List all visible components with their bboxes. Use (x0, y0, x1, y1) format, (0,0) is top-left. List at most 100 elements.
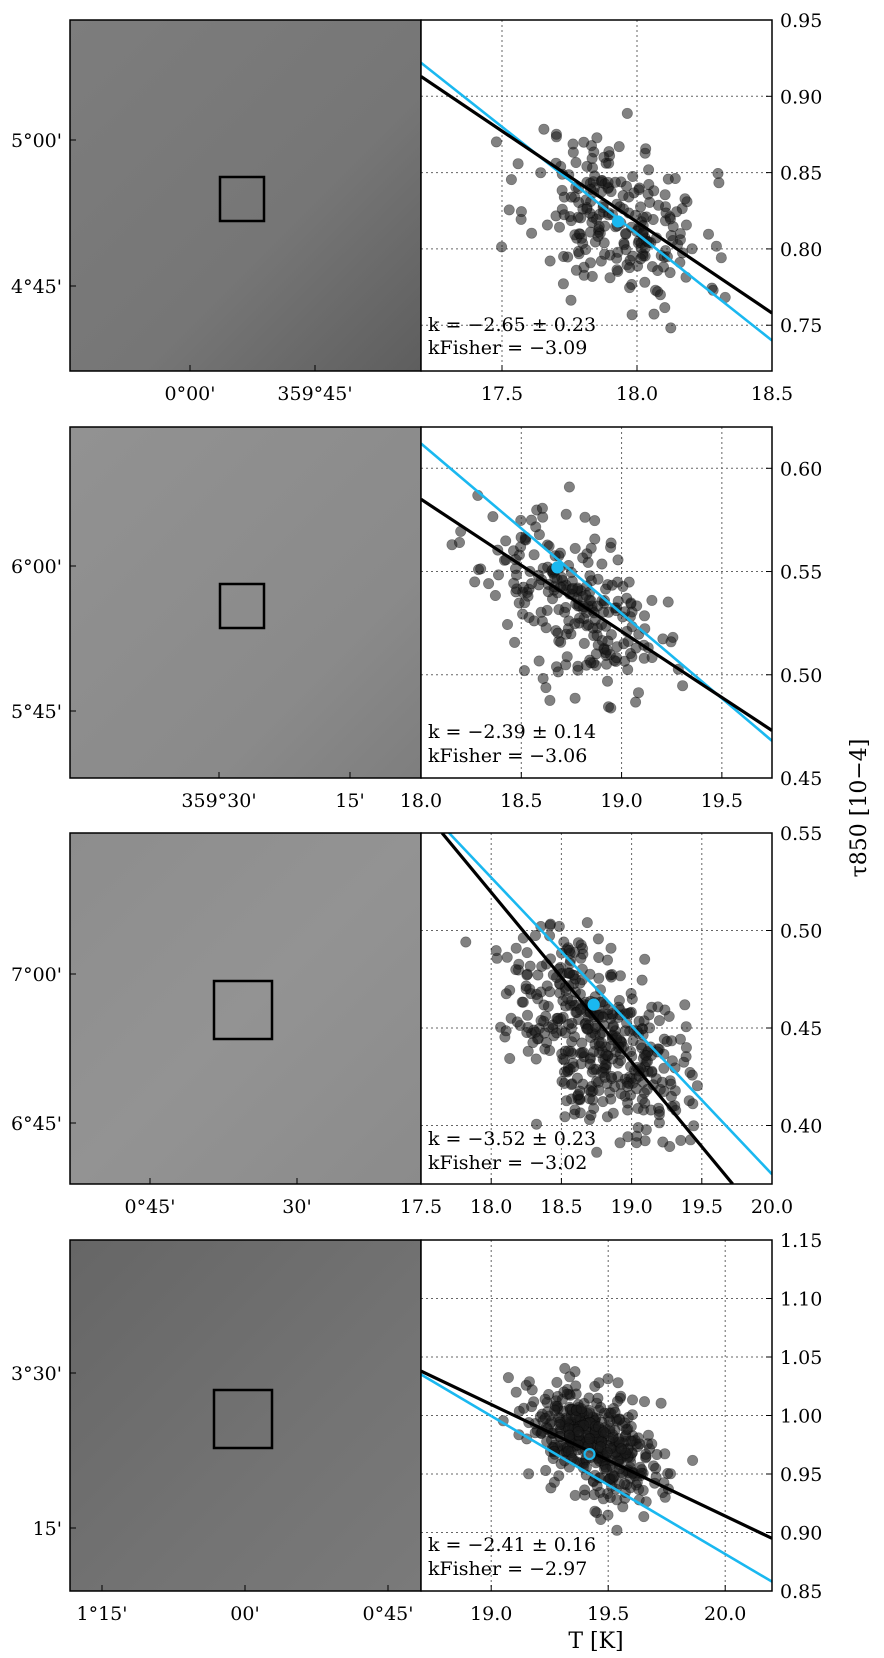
data-point (593, 972, 605, 984)
annotation-kfisher: kFisher = −2.97 (428, 1558, 587, 1580)
y-tick-label: 0.40 (780, 1116, 822, 1138)
data-point (582, 619, 594, 631)
data-point (539, 1412, 551, 1424)
data-point (572, 1089, 584, 1101)
data-point (490, 136, 502, 148)
data-point (589, 533, 601, 545)
data-point (562, 1045, 574, 1057)
data-point (634, 201, 646, 213)
data-point (521, 1009, 533, 1021)
data-point (638, 1511, 650, 1523)
data-point (659, 1491, 671, 1503)
data-point (605, 541, 617, 553)
data-point (554, 1419, 566, 1431)
data-point (533, 655, 545, 667)
data-point (631, 1476, 643, 1488)
y-tick-label: 0.50 (780, 921, 822, 943)
data-point (579, 1484, 591, 1496)
data-point (626, 309, 638, 321)
scatter-plot-2: 18.0 18.5 19.0 19.5 0.45 0.50 0.55 0.60 k = −2.… (400, 426, 822, 812)
data-point (665, 636, 677, 648)
data-point (575, 212, 587, 224)
fit-lines (440, 833, 772, 1184)
data-point (512, 158, 524, 170)
data-point (640, 1448, 652, 1460)
data-point (611, 1395, 623, 1407)
data-point (550, 131, 562, 143)
y-tick-label: 0.45 (780, 1018, 822, 1040)
data-point (691, 1080, 703, 1092)
scatter-plot-1: 17.5 18.0 18.5 0.75 0.80 0.85 0.90 0.95 k = −2.… (420, 10, 822, 405)
data-point (561, 1388, 573, 1400)
data-point (636, 1093, 648, 1105)
data-point (515, 514, 527, 526)
data-point (501, 618, 513, 630)
data-point (595, 1402, 607, 1414)
data-point (559, 1111, 571, 1123)
data-point (611, 641, 623, 653)
data-point (604, 150, 616, 162)
data-point (643, 164, 655, 176)
data-point (680, 219, 692, 231)
data-point (633, 184, 645, 196)
x-tick-label: 17.5 (400, 1196, 442, 1218)
data-point (567, 138, 579, 150)
data-point (666, 1035, 678, 1047)
map-xtick-label: 0°00' (165, 383, 216, 405)
data-point (602, 1373, 614, 1385)
map-xtick-label: 359°45' (277, 383, 352, 405)
map-4: 1°15' 00' 0°45' 3°30' 15' (11, 1239, 422, 1625)
data-point (584, 1433, 596, 1445)
x-tick-label: 19.5 (681, 1196, 723, 1218)
plot-frame (420, 832, 773, 1185)
data-point (558, 209, 570, 221)
data-point (715, 252, 727, 264)
x-tick-label: 18.5 (751, 383, 793, 405)
data-point (536, 960, 548, 972)
data-point (679, 999, 691, 1011)
data-point (569, 618, 581, 630)
data-point (712, 168, 724, 180)
data-point (638, 610, 650, 622)
data-point (570, 1380, 582, 1392)
data-point (688, 1120, 700, 1132)
data-point (664, 1468, 676, 1480)
center-marker (587, 998, 600, 1011)
data-point (637, 1484, 649, 1496)
fit-lines (421, 1369, 772, 1583)
data-point (644, 1022, 656, 1034)
data-point (680, 1021, 692, 1033)
data-point (504, 1053, 516, 1065)
panel-3: 0°45' 30' 7°00' 6°45' 17.5 18.0 18.5 19.0 19… (11, 823, 822, 1218)
data-point (632, 1122, 644, 1134)
data-point (544, 255, 556, 267)
data-point (589, 1505, 601, 1517)
data-point (653, 1015, 665, 1027)
data-point (572, 660, 584, 672)
annotation-k: k = −3.52 ± 0.23 (428, 1128, 596, 1150)
data-point (596, 558, 608, 570)
x-tick-label: 18.0 (400, 790, 442, 812)
x-tick-label: 19.0 (470, 1603, 512, 1625)
data-point (510, 942, 522, 954)
y-tick-label: 0.80 (780, 239, 822, 261)
data-point (622, 1131, 634, 1143)
data-point (665, 322, 677, 334)
data-point (540, 682, 552, 694)
data-point (563, 967, 575, 979)
data-point (562, 251, 574, 263)
data-point (522, 1045, 534, 1057)
x-tick-label: 17.5 (481, 383, 523, 405)
x-tick-label: 18.0 (470, 1196, 512, 1218)
data-point (655, 1397, 667, 1409)
y-tick-label: 1.05 (780, 1347, 822, 1369)
data-point (519, 597, 531, 609)
region-box (212, 1388, 274, 1450)
fit-lines (421, 442, 772, 742)
y-tick-label: 1.00 (780, 1406, 822, 1428)
data-point (593, 1084, 605, 1096)
data-point (648, 308, 660, 320)
data-point (646, 594, 658, 606)
data-point (679, 193, 691, 205)
